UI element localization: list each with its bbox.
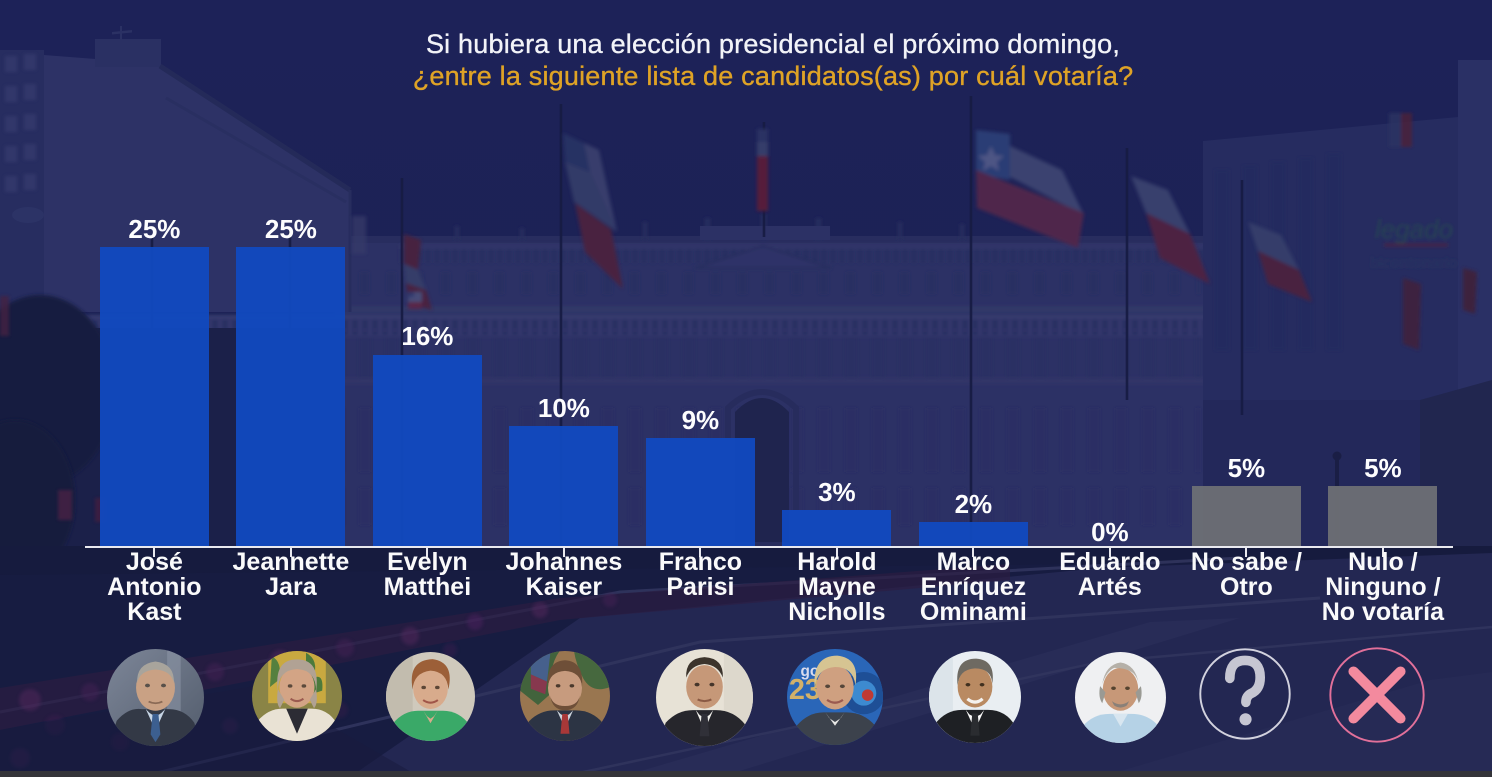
svg-text:bicentenario: bicentenario (1370, 255, 1457, 272)
svg-text:go: go (800, 663, 819, 680)
svg-text:legado: legado (1375, 214, 1453, 244)
